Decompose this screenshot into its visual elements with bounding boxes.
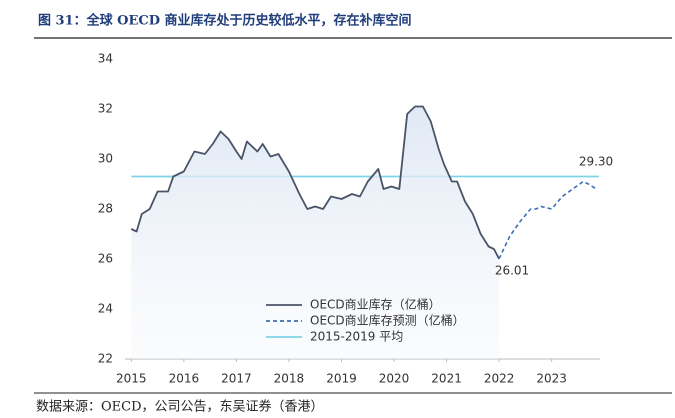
y-tick-label: 32	[98, 102, 113, 116]
y-tick-label: 30	[98, 152, 113, 166]
series-line	[498, 180, 597, 260]
y-tick-label: 26	[98, 252, 113, 266]
y-tick-label: 34	[98, 52, 113, 66]
legend-label: OECD商业库存（亿桶）	[310, 297, 441, 312]
x-tick-label: 2021	[431, 372, 462, 386]
series-line	[130, 105, 500, 260]
x-tick-label: 2016	[169, 372, 200, 386]
x-tick-label: 2017	[221, 372, 252, 386]
area-fill	[131, 106, 500, 359]
legend-label: OECD商业库存预测（亿桶）	[310, 313, 465, 328]
x-tick-label: 2019	[326, 372, 357, 386]
x-tick-label: 2018	[274, 372, 305, 386]
annotation: 26.01	[495, 264, 529, 278]
x-tick-label: 2020	[379, 372, 410, 386]
y-tick-label: 24	[98, 302, 113, 316]
chart-title: 图 31：全球 OECD 商业库存处于历史较低水平，存在补库空间	[38, 13, 412, 29]
source-note: 数据来源：OECD，公司公告，东吴证券（香港）	[36, 399, 324, 415]
x-tick-label: 2023	[536, 372, 567, 386]
x-tick-label: 2015	[116, 372, 147, 386]
legend-label: 2015-2019 平均	[310, 330, 403, 344]
annotation: 29.30	[579, 155, 613, 169]
y-tick-label: 28	[98, 202, 113, 216]
x-tick-label: 2022	[484, 372, 515, 386]
y-tick-label: 22	[98, 352, 113, 366]
